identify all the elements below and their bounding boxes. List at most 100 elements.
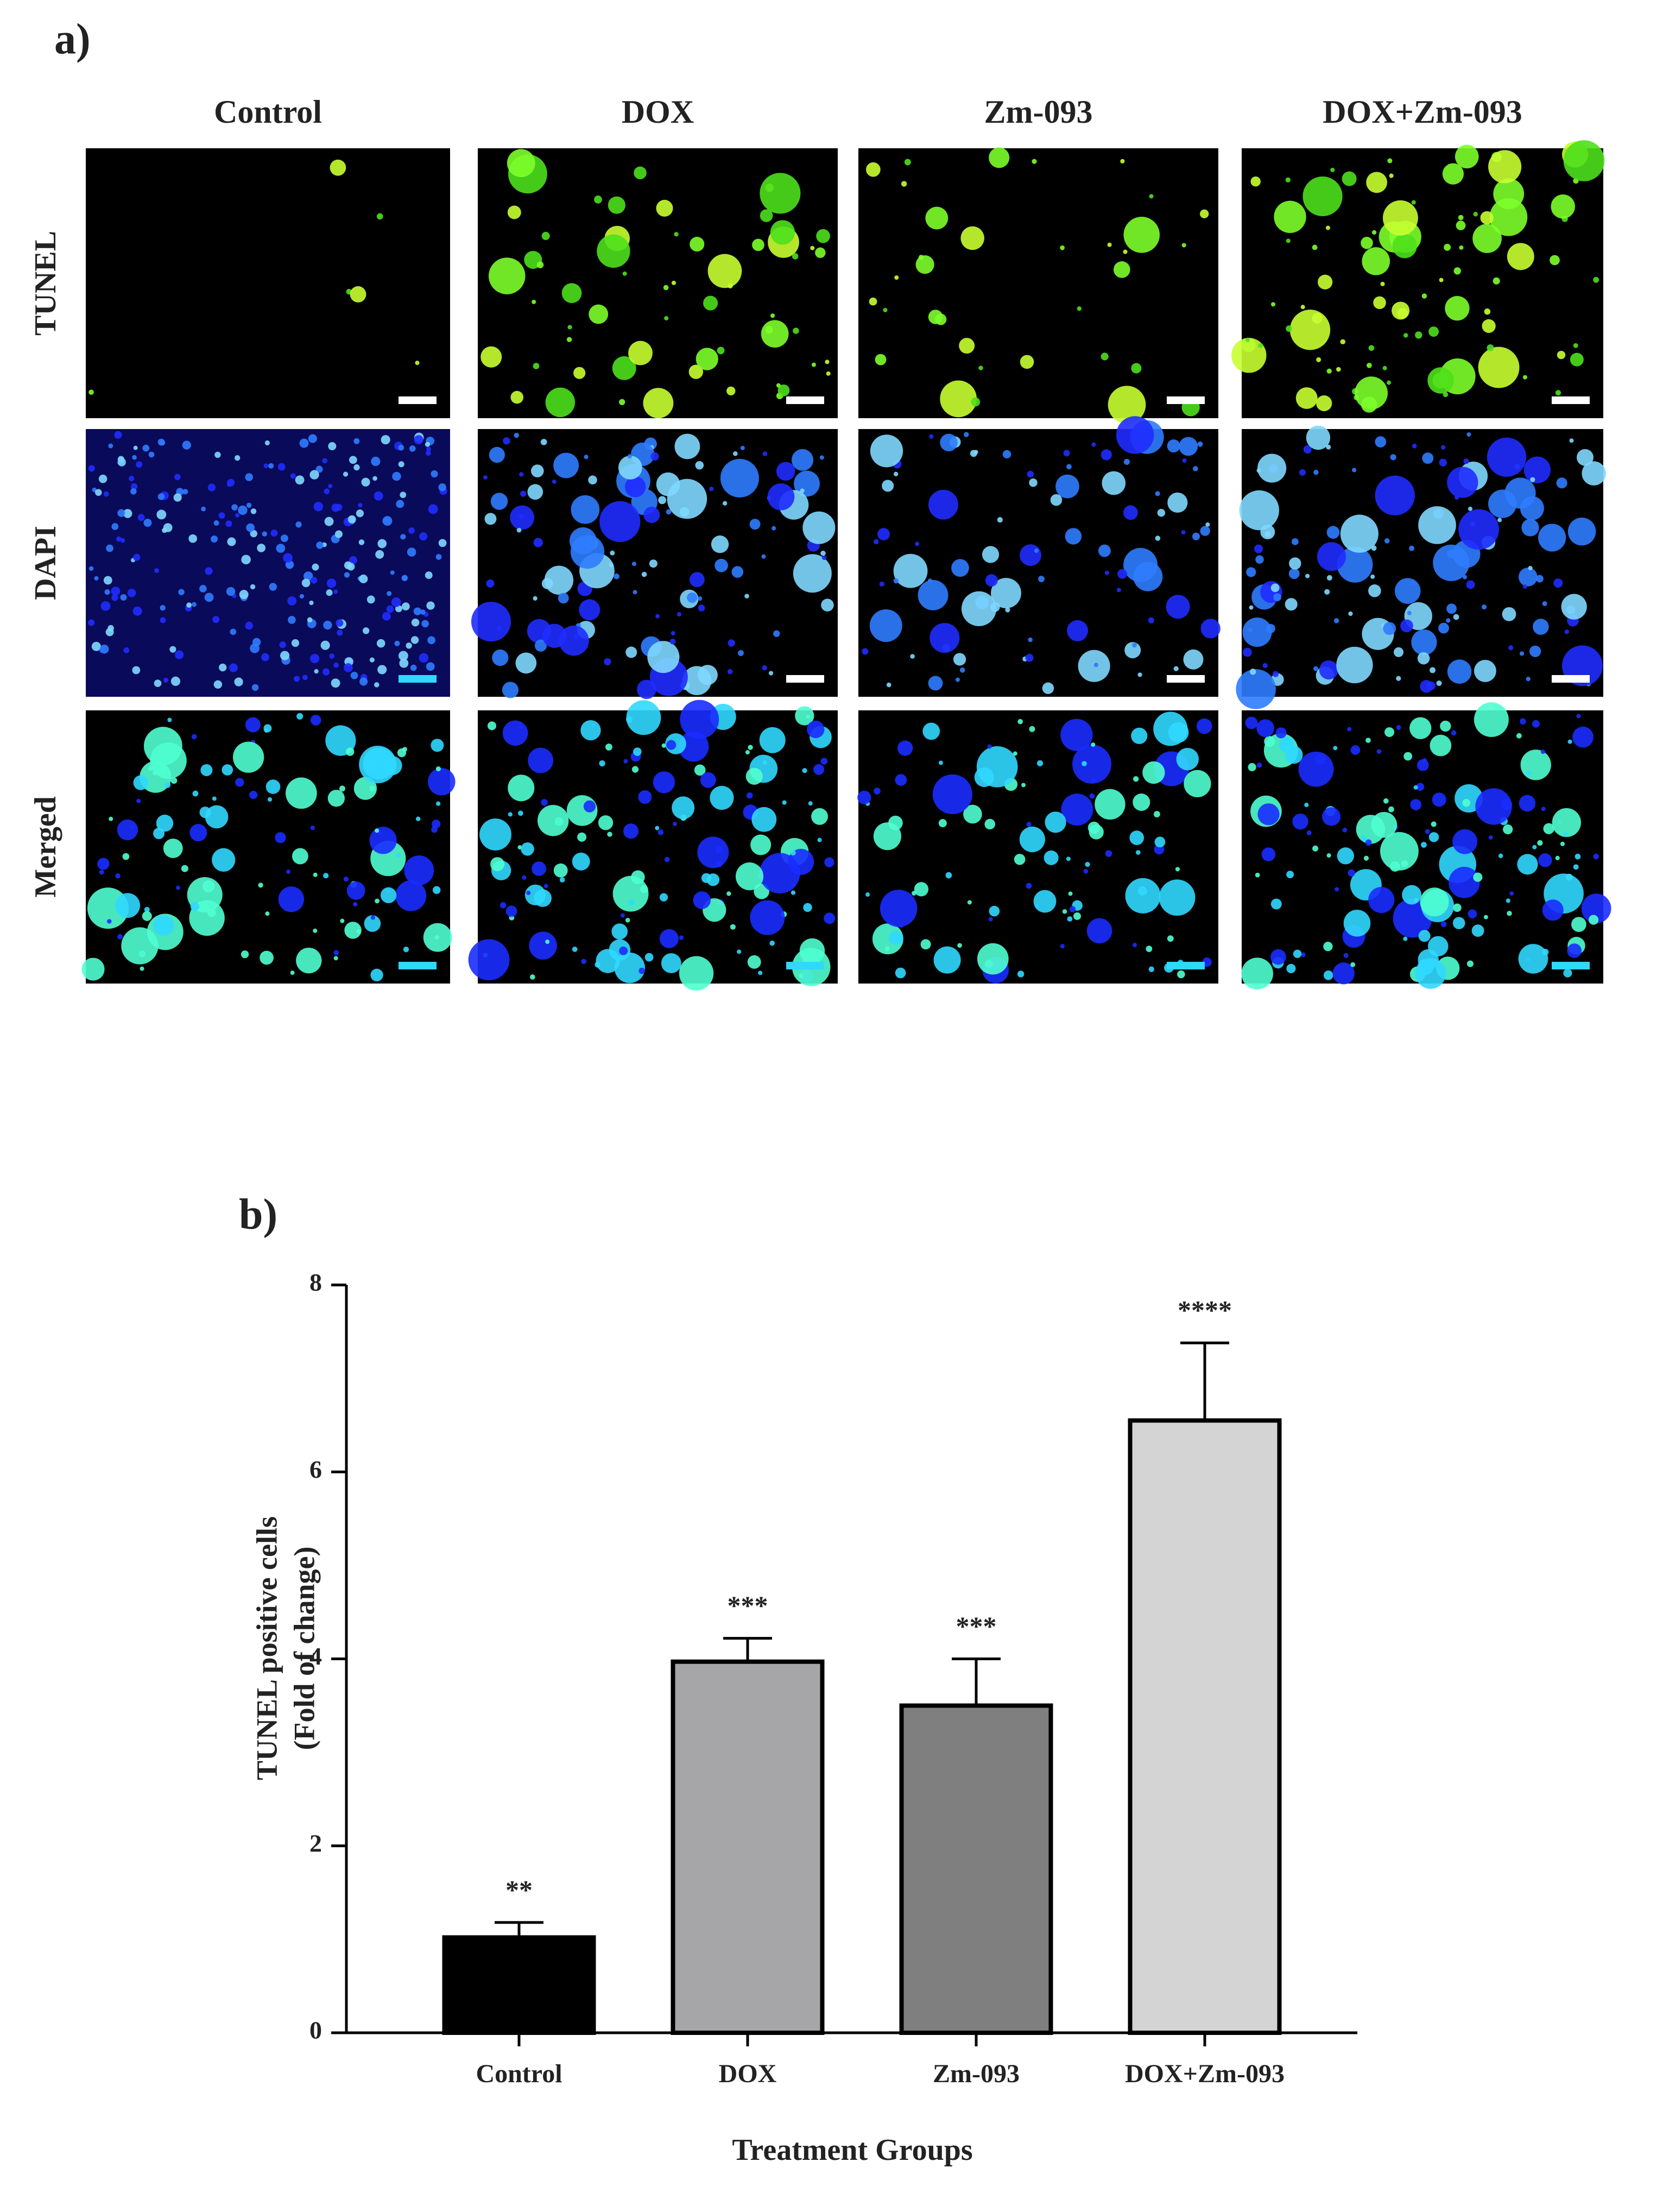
cell-signal <box>1538 853 1552 867</box>
cell-signal <box>343 471 349 477</box>
cell-signal <box>664 316 669 321</box>
cell-signal <box>865 892 870 897</box>
cell-signal <box>1013 751 1017 756</box>
cell-signal <box>1302 176 1343 217</box>
cell-signal <box>435 766 441 772</box>
cell-signal <box>658 496 667 505</box>
cell-signal <box>435 554 442 560</box>
cell-signal <box>1066 856 1071 861</box>
cell-signal <box>598 815 614 830</box>
cell-signal <box>1131 727 1148 745</box>
cell-signal <box>487 721 497 730</box>
scale-bar <box>1552 675 1590 683</box>
cell-signal <box>895 967 906 979</box>
cell-signal <box>432 820 441 829</box>
cell-signal <box>326 589 333 596</box>
cell-signal <box>894 275 899 280</box>
cell-signal <box>883 307 888 312</box>
cell-signal <box>536 261 544 268</box>
cell-signal <box>977 943 1009 975</box>
cell-signal <box>769 940 775 946</box>
cell-signal <box>1285 746 1303 764</box>
cell-signal <box>241 554 251 565</box>
cell-signal <box>1340 339 1345 345</box>
cell-signal <box>687 592 698 603</box>
cell-signal <box>1412 443 1417 449</box>
cell-signal <box>653 771 675 793</box>
cell-signal <box>359 746 397 784</box>
cell-signal <box>235 778 244 787</box>
cell-signal <box>1155 491 1160 496</box>
cell-signal <box>396 500 404 508</box>
cell-signal <box>690 237 705 252</box>
cell-signal <box>997 516 1003 523</box>
cell-signal <box>634 166 647 180</box>
cell-signal <box>486 579 495 588</box>
cell-signal <box>1409 545 1414 551</box>
cell-signal <box>1045 811 1066 833</box>
cell-signal <box>1270 583 1280 593</box>
cell-signal <box>604 658 611 666</box>
cell-signal <box>426 662 435 671</box>
cell-signal <box>628 341 653 365</box>
cell-signal <box>811 362 816 367</box>
cell-signal <box>1274 200 1306 234</box>
cell-signal <box>1509 891 1514 896</box>
cell-signal <box>1292 814 1308 830</box>
cell-signal <box>280 651 290 660</box>
cell-signal <box>309 470 319 480</box>
cell-signal <box>1384 538 1390 544</box>
cell-signal <box>349 556 357 564</box>
cell-signal <box>322 458 328 464</box>
cell-signal <box>1561 594 1587 620</box>
cell-signal <box>295 475 305 485</box>
cell-signal <box>1443 392 1449 398</box>
cell-signal <box>1552 808 1581 837</box>
cell-signal <box>510 390 524 404</box>
cell-signal <box>1403 936 1408 941</box>
cell-signal <box>1577 449 1594 466</box>
cell-signal <box>1507 243 1534 270</box>
cell-signal <box>1332 962 1355 985</box>
scale-bar <box>1167 396 1205 404</box>
cell-signal <box>514 432 519 438</box>
cell-signal <box>262 531 268 537</box>
cell-signal <box>502 682 519 698</box>
cell-signal <box>880 890 918 927</box>
cell-signal <box>518 810 523 816</box>
cell-signal <box>795 706 814 726</box>
cell-signal <box>364 915 381 932</box>
cell-signal <box>1373 296 1386 310</box>
cell-signal <box>1336 646 1373 684</box>
cell-signal <box>374 682 380 688</box>
cell-signal <box>1117 569 1128 579</box>
cell-signal <box>394 640 400 646</box>
cell-signal <box>1478 346 1520 388</box>
cell-signal <box>1123 217 1160 253</box>
cell-signal <box>1428 832 1439 842</box>
cell-signal <box>553 452 579 478</box>
cell-signal <box>1066 464 1072 470</box>
cell-signal <box>436 801 441 806</box>
cell-signal <box>269 583 277 591</box>
cell-signal <box>265 779 281 794</box>
cell-signal <box>392 471 401 481</box>
cell-signal <box>381 435 390 445</box>
cell-signal <box>1432 792 1446 807</box>
cell-signal <box>538 805 569 836</box>
cell-signal <box>211 535 218 543</box>
cell-signal <box>623 823 639 839</box>
cell-signal <box>366 595 375 604</box>
cell-signal <box>111 523 119 530</box>
cell-signal <box>1522 375 1527 380</box>
cell-signal <box>820 758 828 765</box>
cell-signal <box>376 213 383 220</box>
cell-signal <box>1270 898 1282 910</box>
cell-signal <box>279 641 286 648</box>
cell-signal <box>1133 562 1163 591</box>
cell-signal <box>638 967 645 974</box>
bar <box>899 1703 1053 2035</box>
cell-signal <box>296 948 322 974</box>
cell-signal <box>1530 477 1535 482</box>
cell-signal <box>1365 738 1371 743</box>
